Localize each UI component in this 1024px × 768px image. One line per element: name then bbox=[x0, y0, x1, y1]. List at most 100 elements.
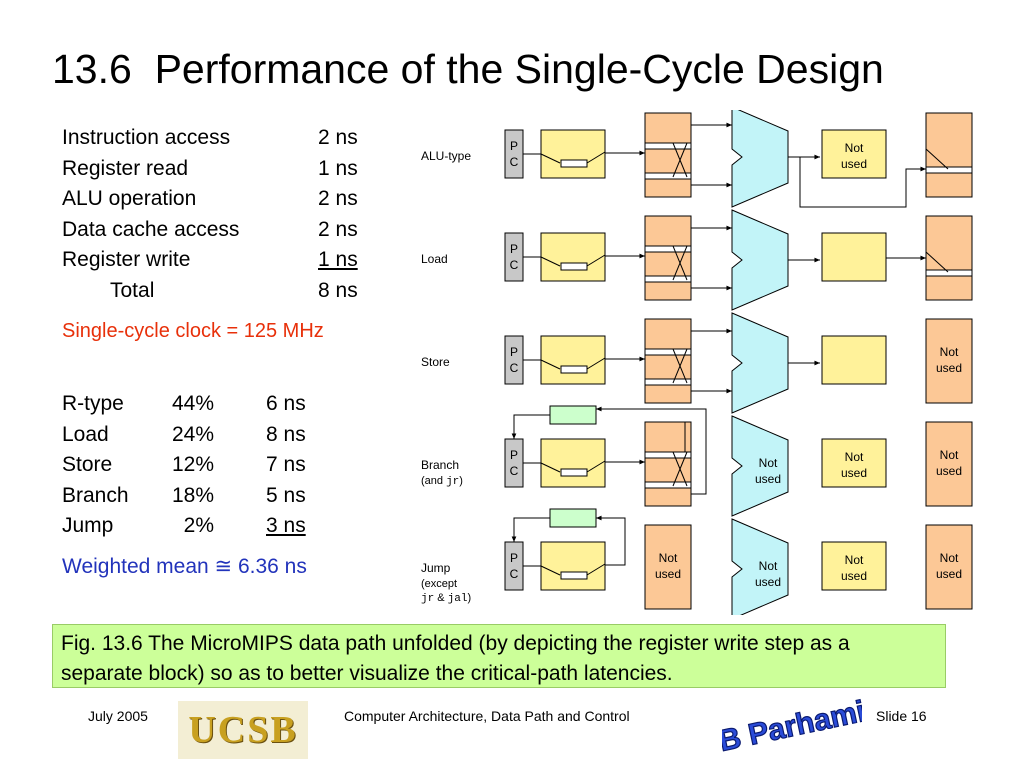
data-cache-not-used: Not used bbox=[841, 450, 867, 480]
wire bbox=[540, 359, 561, 370]
arrowhead bbox=[920, 166, 926, 172]
not-used-text: Not bbox=[659, 551, 678, 565]
register-write-not-used: Not used bbox=[936, 551, 962, 581]
reg-cell bbox=[925, 166, 973, 174]
arrowhead bbox=[726, 225, 732, 231]
timing-value: 2 ns bbox=[318, 126, 358, 149]
wire bbox=[672, 451, 688, 487]
register-file bbox=[644, 421, 692, 507]
mix-type: R-type bbox=[62, 392, 124, 415]
register-write bbox=[925, 112, 973, 198]
pc-register bbox=[504, 335, 524, 385]
not-used-text: used bbox=[841, 466, 867, 480]
wire bbox=[788, 156, 926, 208]
mix-percent: 44% bbox=[171, 392, 214, 415]
row-sublabel: jr & jal) bbox=[421, 592, 471, 605]
mix-time: 5 ns bbox=[266, 483, 306, 507]
wire bbox=[513, 414, 550, 439]
timing-row: ALU operation 2 ns bbox=[62, 187, 382, 217]
reg-cell bbox=[644, 451, 692, 459]
timing-label: Instruction access bbox=[62, 126, 231, 149]
arrowhead bbox=[726, 122, 732, 128]
svg-text:B Parhami: B Parhami bbox=[722, 696, 862, 756]
slide-title: 13.6 Performance of the Single-Cycle Des… bbox=[52, 46, 884, 92]
clock-rate: Single-cycle clock = 125 MHz bbox=[62, 320, 324, 342]
wire bbox=[596, 408, 707, 495]
cache-cell bbox=[560, 262, 588, 271]
mix-type: Store bbox=[62, 453, 113, 477]
mix-row: Load 24% 8 ns bbox=[62, 423, 362, 453]
reg-cell bbox=[644, 275, 692, 283]
data-cache-unused bbox=[821, 541, 887, 591]
pc-label: C bbox=[510, 464, 519, 478]
arrowhead bbox=[814, 257, 820, 263]
timing-label: Register read bbox=[62, 156, 189, 180]
register-write-unused bbox=[925, 318, 973, 404]
wire bbox=[540, 462, 561, 473]
data-cache-unused bbox=[821, 129, 887, 179]
datapath-diagram: ALU-typePCNotusedLoadPCStorePCNotusedBra… bbox=[421, 110, 973, 615]
timing-value: 8 ns bbox=[318, 279, 358, 302]
pc-register bbox=[504, 438, 524, 488]
instruction-cache bbox=[540, 541, 606, 591]
data-cache-unused bbox=[821, 438, 887, 488]
not-used-text: used bbox=[755, 472, 781, 486]
not-used-text: used bbox=[936, 567, 962, 581]
register-write-not-used: Not used bbox=[936, 448, 962, 478]
alu-not-used: Not used bbox=[755, 456, 781, 486]
arrowhead bbox=[639, 150, 645, 156]
timing-row: Instruction access 2 ns bbox=[62, 126, 382, 156]
target-adder bbox=[549, 405, 597, 425]
wire bbox=[925, 251, 949, 273]
cache-cell bbox=[560, 365, 588, 374]
timing-value: 1 ns bbox=[318, 248, 358, 272]
mix-time: 3 ns bbox=[266, 514, 306, 538]
row-sublabel: (and jr) bbox=[421, 475, 463, 488]
not-used-text: Not bbox=[940, 551, 959, 565]
alu bbox=[731, 110, 789, 208]
not-used-text: Not bbox=[845, 450, 864, 464]
not-used-text: used bbox=[841, 569, 867, 583]
row-label: Load bbox=[421, 252, 448, 266]
alu-unused bbox=[731, 415, 789, 517]
mix-percent: 12% bbox=[171, 453, 214, 477]
row-label: Store bbox=[421, 355, 450, 369]
timing-value: 2 ns bbox=[318, 187, 358, 211]
wire bbox=[513, 517, 550, 542]
register-file bbox=[644, 112, 692, 198]
footer-slide-number: Slide 16 bbox=[876, 708, 927, 724]
wire bbox=[672, 245, 688, 281]
reg-cell bbox=[644, 245, 692, 253]
data-cache bbox=[821, 335, 887, 385]
not-used-text: Not bbox=[845, 553, 864, 567]
wire bbox=[586, 254, 606, 267]
register-write-unused bbox=[925, 421, 973, 507]
timing-row: Data cache access 2 ns bbox=[62, 218, 382, 248]
arrowhead bbox=[920, 255, 926, 261]
mix-percent: 18% bbox=[171, 483, 214, 507]
arrowhead bbox=[726, 328, 732, 334]
instruction-cache bbox=[540, 129, 606, 179]
pc-label: C bbox=[510, 567, 519, 581]
mix-row: Jump 2% 3 ns bbox=[62, 514, 362, 544]
arrowhead bbox=[726, 285, 732, 291]
row-label: ALU-type bbox=[421, 149, 471, 163]
register-file-not-used: Not used bbox=[655, 551, 681, 581]
wire bbox=[540, 256, 561, 267]
not-used-text: Not bbox=[845, 141, 864, 155]
wire bbox=[540, 565, 561, 576]
mix-type: Jump bbox=[62, 514, 114, 538]
register-write-unused bbox=[925, 524, 973, 610]
pc-label: C bbox=[510, 361, 519, 375]
pc-label: C bbox=[510, 155, 519, 169]
row-sublabel: (except bbox=[421, 578, 457, 590]
timing-label: ALU operation bbox=[62, 187, 197, 211]
data-cache-not-used: Not used bbox=[841, 553, 867, 583]
target-adder bbox=[549, 508, 597, 528]
arrowhead bbox=[639, 459, 645, 465]
wire bbox=[596, 517, 626, 566]
timing-value: 1 ns bbox=[318, 156, 358, 180]
mix-time: 8 ns bbox=[266, 422, 306, 446]
arrowhead bbox=[511, 536, 517, 542]
mix-time: 6 ns bbox=[266, 392, 306, 415]
